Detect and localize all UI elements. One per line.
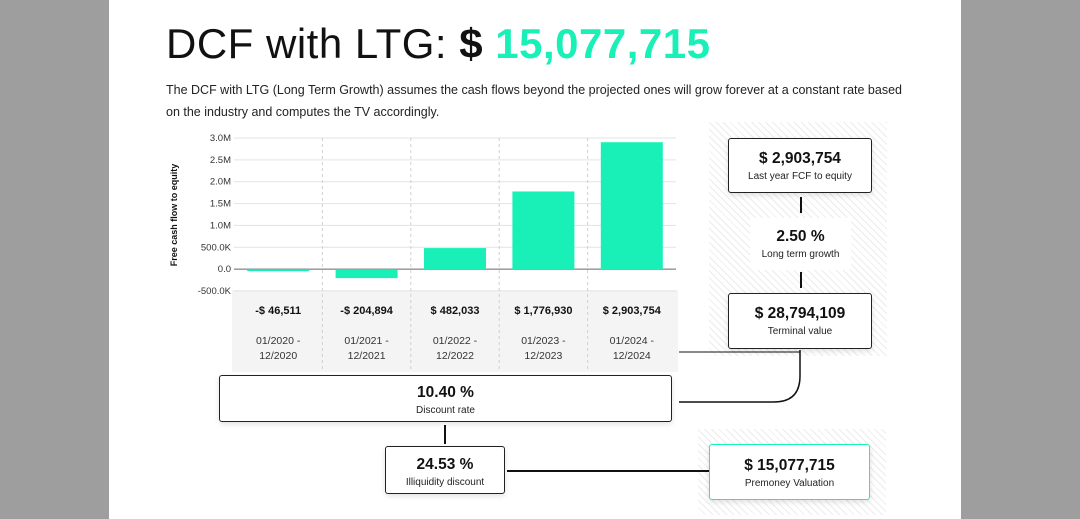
connector-illiquidity-valuation (507, 470, 709, 472)
y-tick-label: 3.0M (210, 133, 231, 144)
last-fcf-box: $ 2,903,754 Last year FCF to equity (728, 138, 872, 193)
y-tick-label: 2.0M (210, 177, 231, 188)
connector-terminal-discount (679, 350, 801, 403)
y-tick-label: 1.5M (210, 199, 231, 210)
period-label: 01/2023 - (521, 335, 566, 347)
connector-discount-illiquidity (444, 425, 446, 444)
ltg-label: Long term growth (761, 249, 840, 260)
terminal-label: Terminal value (767, 326, 833, 337)
connector-fcf-ltg (800, 197, 802, 213)
period-label: 12/2022 (436, 350, 474, 362)
discount-rate-box: 10.40 % Discount rate (219, 375, 672, 422)
period-label: 12/2020 (259, 350, 297, 362)
bar (424, 248, 486, 270)
title-prefix: DCF with LTG: (166, 20, 448, 67)
illiquidity-value: 24.53 % (416, 456, 474, 473)
page-title: DCF with LTG: $ 15,077,715 (166, 20, 711, 68)
y-tick-label: 2.5M (210, 155, 231, 166)
value-label: $ 1,776,930 (514, 305, 572, 317)
value-label: -$ 46,511 (255, 305, 301, 317)
illiquidity-label: Illiquidity discount (405, 477, 485, 488)
discount-rate-value: 10.40 % (417, 384, 474, 401)
bar (600, 142, 663, 270)
last-fcf-value: $ 2,903,754 (759, 150, 841, 167)
period-label: 12/2024 (613, 350, 651, 362)
period-label: 01/2024 - (610, 335, 655, 347)
report-page: DCF with LTG: $ 15,077,715 The DCF with … (109, 0, 961, 519)
ltg-value: 2.50 % (776, 228, 825, 245)
y-axis-label: Free cash flow to equity (169, 164, 179, 267)
title-amount: 15,077,715 (495, 20, 711, 67)
y-tick-label: 1.0M (210, 220, 231, 231)
description: The DCF with LTG (Long Term Growth) assu… (166, 83, 902, 119)
value-label: -$ 204,894 (340, 305, 393, 317)
discount-rate-label: Discount rate (416, 405, 475, 416)
y-tick-label: 0.0 (218, 264, 231, 275)
premoney-valuation-box: $ 15,077,715 Premoney Valuation (709, 444, 870, 500)
period-label: 12/2021 (348, 350, 386, 362)
ltg-box: 2.50 % Long term growth (750, 218, 851, 270)
premoney-valuation-label: Premoney Valuation (744, 478, 835, 489)
period-table-bg (232, 290, 678, 372)
y-tick-label: -500.0K (198, 286, 232, 297)
terminal-value: $ 28,794,109 (754, 305, 846, 322)
value-label: $ 2,903,754 (603, 305, 662, 317)
bar (335, 269, 398, 279)
terminal-value-box: $ 28,794,109 Terminal value (728, 293, 872, 349)
illiquidity-box: 24.53 % Illiquidity discount (385, 446, 505, 494)
title-currency: $ (459, 20, 484, 67)
bar (247, 269, 310, 272)
last-fcf-label: Last year FCF to equity (748, 171, 852, 182)
value-label: $ 482,033 (431, 305, 480, 317)
fcf-bar-chart: Free cash flow to equity -500.0K 0.0 500.0… (169, 133, 678, 372)
period-label: 12/2023 (524, 350, 562, 362)
bar (512, 191, 575, 270)
y-tick-label: 500.0K (201, 242, 232, 253)
period-label: 01/2022 - (433, 335, 478, 347)
period-label: 01/2020 - (256, 335, 301, 347)
premoney-valuation-value: $ 15,077,715 (744, 457, 835, 474)
period-label: 01/2021 - (344, 335, 389, 347)
connector-ltg-terminal (800, 272, 802, 288)
